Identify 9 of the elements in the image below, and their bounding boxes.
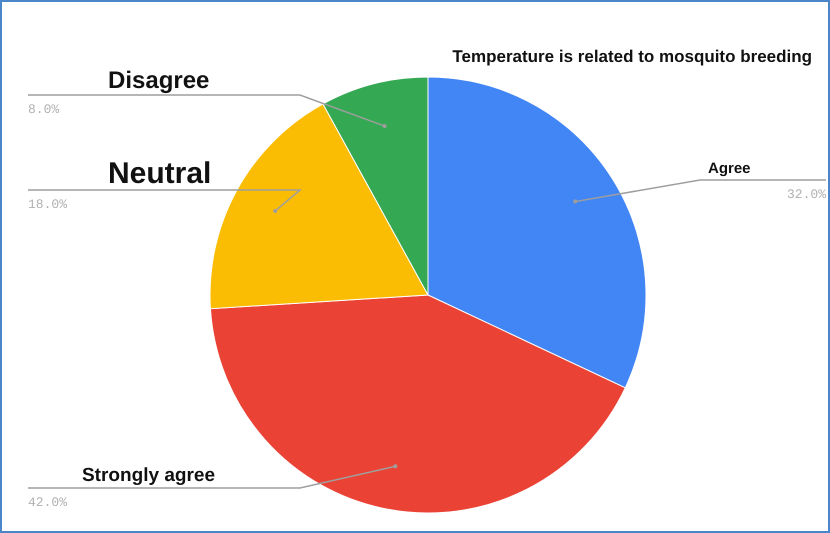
data-label: 18.0%	[28, 197, 68, 212]
slice-label: Agree	[708, 160, 751, 177]
slice-label: Disagree	[108, 67, 210, 94]
data-label: 8.0%	[28, 102, 60, 117]
slice-label: Neutral	[108, 157, 212, 190]
data-label: 42.0%	[28, 495, 68, 510]
data-label: 32.0%	[786, 187, 826, 202]
slice-label: Strongly agree	[82, 465, 216, 486]
chart-title: Temperature is related to mosquito breeding	[452, 47, 812, 66]
